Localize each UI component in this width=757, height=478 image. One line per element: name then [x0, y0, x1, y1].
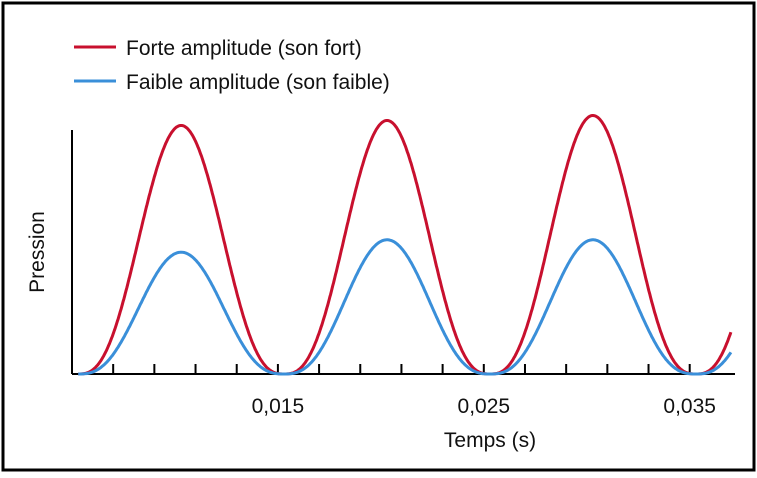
series-line-faible-amplitude: [77, 238, 733, 376]
x-tick-label: 0,035: [663, 395, 716, 418]
x-tick-labels: 0,015 0,025 0,035: [252, 395, 716, 418]
x-tick-label: 0,025: [458, 395, 511, 418]
x-axis-label: Temps (s): [444, 429, 536, 452]
series-lines: [77, 114, 733, 376]
y-axis-label: Pression: [26, 211, 49, 293]
legend: Forte amplitude (son fort) Faible amplit…: [74, 37, 390, 94]
series-line-forte-amplitude: [77, 114, 733, 376]
legend-label-forte: Forte amplitude (son fort): [126, 37, 362, 60]
legend-label-faible: Faible amplitude (son faible): [126, 71, 390, 94]
x-tick-label: 0,015: [252, 395, 305, 418]
